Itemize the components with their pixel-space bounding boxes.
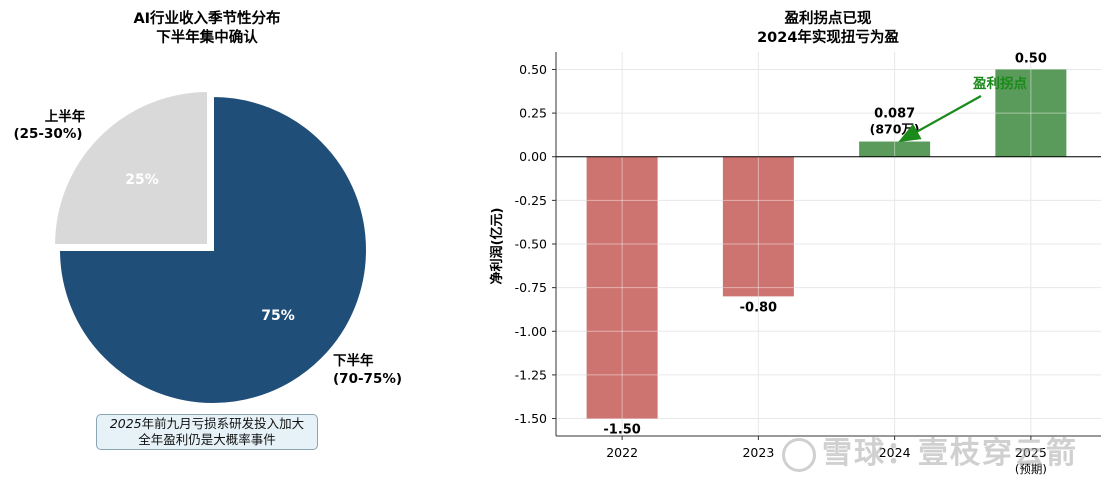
value-label-2024: 0.087 [874, 107, 915, 122]
bar-2025 [995, 69, 1067, 157]
y-tick-label: -0.75 [515, 280, 547, 295]
x-tick-label-2025: 2025 [1015, 445, 1047, 460]
bar-ylabel: 净利润(亿元) [489, 208, 505, 285]
x-tick-label-2023: 2023 [742, 445, 774, 460]
bar-title: 盈利拐点已现 [784, 9, 872, 27]
value-label-2023: -0.80 [740, 300, 777, 315]
x-tick-label-2024: 2024 [879, 445, 911, 460]
value-label-2025: 0.50 [1015, 51, 1047, 66]
pie-label-h1-range: (25-30%) [13, 126, 82, 142]
x-tick-label-2022: 2022 [606, 445, 638, 460]
pie-label-h2: 下半年 [333, 352, 374, 369]
bar-2022 [586, 156, 658, 419]
y-tick-label: -0.50 [515, 237, 547, 252]
y-tick-label: 0.25 [519, 106, 547, 121]
pie-label-h1: 上半年 [45, 108, 86, 125]
pie-slices [53, 90, 368, 405]
pie-annotation-box: 2025年前九月亏损系研发投入加大 全年盈利仍是大概率事件 [96, 414, 318, 450]
bar-chart-panel: 盈利拐点已现 2024年实现扭亏为盈 -1.50-1.25-1.00-0.75-… [489, 9, 1101, 476]
pie-pct-h2: 75% [261, 308, 295, 324]
bar-subtitle: 2024年实现扭亏为盈 [757, 28, 899, 46]
pie-label-h2-range: (70-75%) [333, 371, 402, 387]
y-tick-label: -1.00 [515, 324, 547, 339]
snowball-logo-icon [782, 437, 816, 472]
x-tick-sublabel: (预期) [1015, 462, 1047, 476]
value-label-2022: -1.50 [603, 423, 640, 438]
annotation-text: 盈利拐点 [972, 75, 1027, 92]
watermark: 雪球：壹枝穿云箭 [782, 428, 1078, 472]
y-tick-label: -0.25 [515, 193, 547, 208]
pie-subtitle: 下半年集中确认 [156, 28, 258, 46]
pie-annotation-line1: 年前九月亏损系研发投入加大 [141, 416, 305, 431]
y-tick-label: 0.00 [519, 149, 547, 164]
pie-chart-panel: AI行业收入季节性分布 下半年集中确认 上半年 (25-30%) 下半年 (70… [13, 9, 402, 405]
bar-2023 [722, 156, 794, 297]
pie-annotation-line2: 全年盈利仍是大概率事件 [138, 432, 276, 447]
bar-bars [586, 69, 1067, 419]
watermark-text: 雪球：壹枝穿云箭 [822, 436, 1078, 471]
y-tick-label: -1.25 [515, 367, 547, 382]
bar-2024 [859, 141, 931, 157]
annotation-arrow [898, 95, 982, 143]
pie-title: AI行业收入季节性分布 [133, 9, 280, 27]
pie-annotation-year: 2025 [109, 416, 142, 431]
bar-annotation: 盈利拐点 [898, 75, 1027, 143]
pie-slice-h1 [53, 90, 210, 247]
pie-pct-h1: 25% [125, 172, 159, 188]
bar-value-labels: -1.50-0.800.087(870万)0.50 [603, 51, 1047, 437]
bar-ticks: -1.50 -1.25 -1.00 -0.75 -0.50 -0.25 0.00 0.25 0.… [515, 62, 1047, 476]
y-tick-label: 0.50 [519, 62, 547, 77]
y-tick-label: -1.50 [515, 411, 547, 426]
pie-slice-h2 [57, 94, 368, 405]
